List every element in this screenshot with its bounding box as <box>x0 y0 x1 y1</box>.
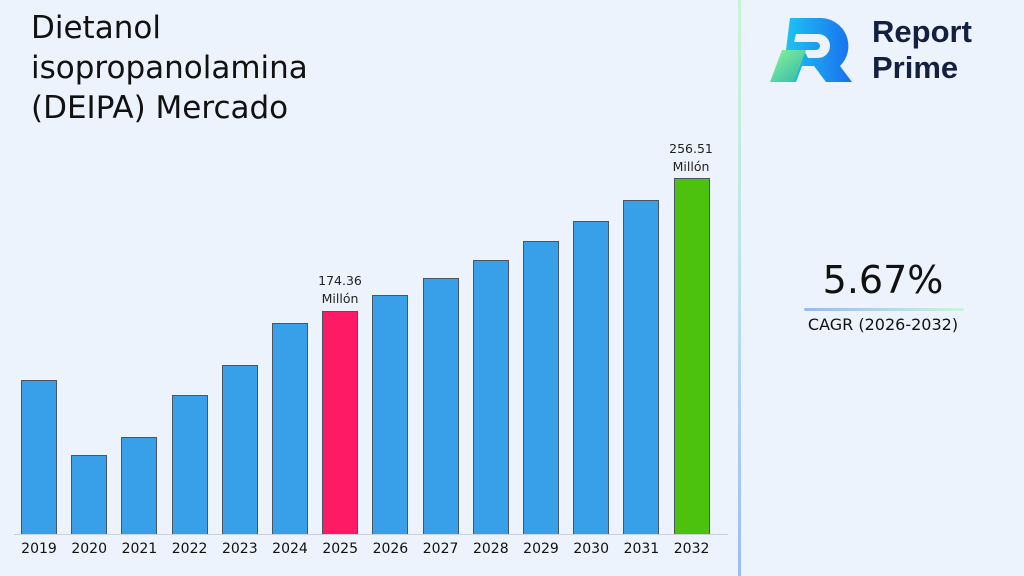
x-tick-label: 2031 <box>623 541 660 557</box>
bar-2020 <box>71 455 108 534</box>
panel-divider <box>738 0 741 576</box>
cagr-label: CAGR (2026-2032) <box>807 315 959 334</box>
bar-2027 <box>422 278 459 534</box>
bar-2021 <box>121 437 158 534</box>
chart-title: Dietanol isopropanolamina (DEIPA) Mercad… <box>31 10 308 126</box>
x-tick-label: 2023 <box>221 541 258 557</box>
x-tick-label: 2025 <box>322 541 358 557</box>
bar-2031 <box>623 200 660 534</box>
brand-line-1: Report <box>872 14 972 49</box>
annotation-2032: 256.51 Millón <box>651 140 731 176</box>
x-tick-label: 2024 <box>272 541 308 557</box>
annotation-2025-unit: Millón <box>321 291 359 306</box>
bar-2029 <box>523 241 559 534</box>
x-tick-label: 2028 <box>472 541 509 557</box>
x-tick-label: 2032 <box>673 541 710 557</box>
bar-2025 <box>322 311 359 534</box>
x-tick-label: 2030 <box>573 541 609 557</box>
brand-name: Report Prime <box>872 14 972 86</box>
x-tick-label: 2029 <box>523 541 559 557</box>
x-tick-label: 2019 <box>21 541 57 557</box>
bar-2026 <box>372 295 409 534</box>
annotation-2025-value: 174.36 <box>318 273 362 288</box>
annotation-2025: 174.36 Millón <box>300 272 380 308</box>
bar-2024 <box>272 323 308 534</box>
x-tick-label: 2020 <box>71 541 107 557</box>
cagr-underline <box>804 308 964 311</box>
bar-2019 <box>21 380 57 534</box>
bar-2032 <box>673 178 710 534</box>
bar-2023 <box>221 365 258 534</box>
brand-line-2: Prime <box>872 50 959 85</box>
bar-chart: 174.36 Millón 256.51 Millón 2019 2020 2021… <box>14 140 731 557</box>
bar-2022 <box>171 395 208 534</box>
cagr-value: 5.67% <box>822 258 944 302</box>
bar-2030 <box>573 221 610 534</box>
x-axis-line <box>14 534 728 535</box>
x-tick-label: 2026 <box>372 541 409 557</box>
x-tick-label: 2027 <box>422 541 459 557</box>
bar-2028 <box>472 260 509 534</box>
x-tick-label: 2022 <box>171 541 208 557</box>
x-tick-label: 2021 <box>121 541 158 557</box>
annotation-2032-unit: Millón <box>672 159 710 174</box>
report-prime-logo-icon <box>770 17 852 82</box>
annotation-2032-value: 256.51 <box>669 141 713 156</box>
